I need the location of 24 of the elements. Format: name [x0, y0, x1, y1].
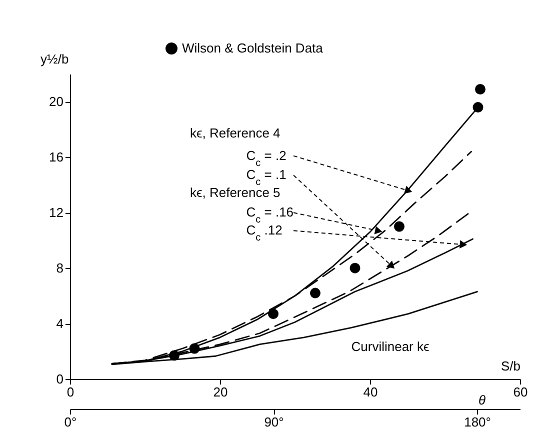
y-tick-label: 0: [56, 372, 64, 386]
legend-label: Wilson & Goldstein Data: [182, 40, 324, 56]
y-tick-label: 16: [49, 150, 64, 165]
x-tick-label: 40: [363, 384, 378, 400]
x-axis-title: S/b: [500, 358, 520, 374]
x2-axis-title: θ: [478, 392, 486, 408]
annotation: C$_{c}$ = .1: [246, 167, 286, 188]
annotation: C$_{c}$ = .2: [246, 148, 286, 168]
y-tick-label: 4: [56, 316, 64, 332]
annotation: C$_{c}$ .12: [246, 222, 282, 244]
annotation: kϵ, Reference 4: [190, 126, 280, 141]
annotation: kϵ, Reference 5: [190, 185, 280, 200]
y-tick-label: 20: [49, 94, 64, 110]
x-tick-label: 20: [213, 384, 228, 400]
annotation: C$_{c}$ = .16: [246, 204, 294, 226]
x-tick-label: 0: [66, 384, 74, 400]
annotation: Curvilinear kϵ: [351, 339, 430, 354]
y-axis-title: y½/b: [40, 52, 69, 66]
y-tick-label: 8: [56, 260, 64, 276]
x2-tick-label: 0°: [64, 414, 77, 430]
x2-tick-label: 90°: [264, 414, 284, 430]
x2-tick-label: 180°: [464, 414, 491, 430]
x-tick-label: 60: [513, 384, 528, 400]
y-tick-label: 12: [49, 205, 64, 220]
